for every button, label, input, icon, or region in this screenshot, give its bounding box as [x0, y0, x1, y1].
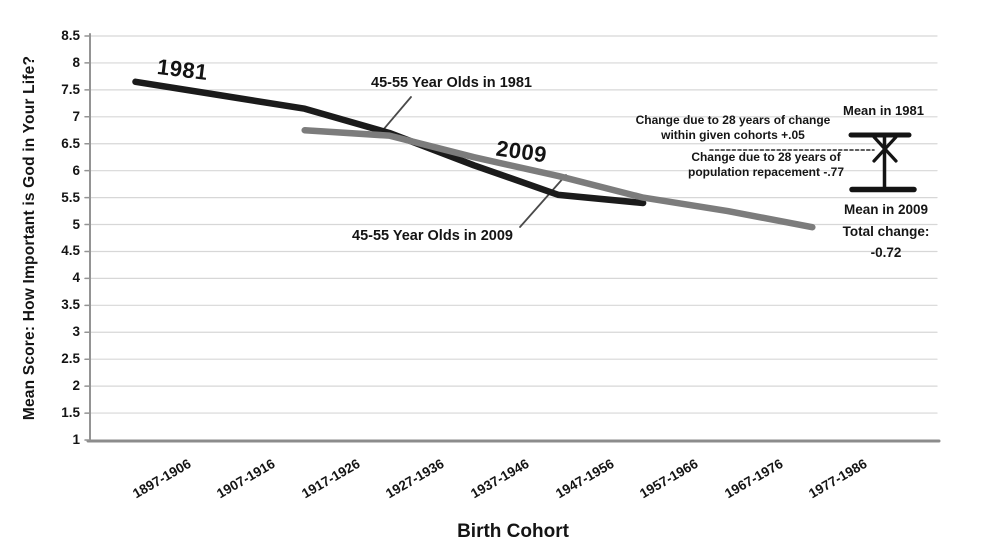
population-replacement-line2: population repacement -.77	[687, 165, 845, 179]
leader-line-2009-callout	[519, 174, 567, 228]
y-tick-label: 2.5	[61, 351, 80, 367]
total-change-label: Total change:	[842, 223, 930, 239]
leader-line-1981-callout	[382, 96, 412, 131]
within-cohort-change-line2: within given cohorts +.05	[661, 128, 805, 142]
mean-2009-label: Mean in 2009	[843, 202, 929, 217]
x-marker	[872, 135, 898, 163]
y-tick-label: 8.5	[61, 28, 80, 43]
y-tick-label: 5.5	[61, 189, 80, 205]
callout-45-55-in-1981: 45-55 Year Olds in 1981	[371, 75, 532, 91]
mean-1981-label: Mean in 1981	[843, 103, 924, 118]
x-axis-title: Birth Cohort	[457, 521, 569, 542]
y-axis-title: Mean Score: How Important is God in Your…	[21, 55, 38, 421]
callout-45-55-in-2009: 45-55 Year Olds in 2009	[352, 228, 513, 244]
y-tick-label: 3	[72, 324, 80, 340]
population-replacement-line1: Change due to 28 years of	[691, 150, 841, 164]
y-tick-label: 7.5	[61, 81, 80, 97]
y-tick-label: 4.5	[61, 243, 80, 259]
mean-2009-block: Mean in 2009 Total change: -0.72	[832, 199, 940, 264]
total-change-value: -0.72	[870, 245, 902, 260]
y-tick-label: 1	[72, 432, 80, 447]
population-replacement-note: Change due to 28 years of population rep…	[666, 150, 866, 180]
y-tick-label: 7	[72, 108, 80, 124]
y-tick-label: 4	[72, 270, 80, 286]
within-cohort-change-note: Change due to 28 years of change within …	[633, 113, 833, 143]
y-tick-label: 3.5	[61, 297, 80, 313]
y-tick-label: 2	[72, 378, 80, 394]
y-tick-label: 1.5	[61, 405, 80, 421]
within-cohort-change-line1: Change due to 28 years of change	[635, 113, 831, 127]
y-tick-label: 5	[72, 216, 80, 232]
y-tick-label: 8	[72, 54, 80, 70]
y-tick-label: 6	[72, 162, 80, 178]
y-tick-label: 6.5	[61, 135, 80, 151]
series-line-1981	[132, 78, 647, 207]
series-line-2009	[301, 127, 816, 231]
